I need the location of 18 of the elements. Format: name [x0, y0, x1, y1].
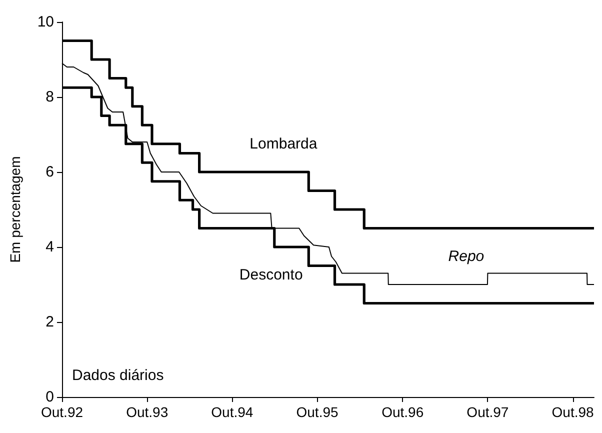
- series-label: Lombarda: [250, 135, 318, 152]
- x-tick-label: Out.92: [40, 404, 84, 420]
- x-tick-label: Out.96: [382, 404, 424, 420]
- y-tick-label: 4: [46, 238, 54, 256]
- x-tick-label: Out.93: [126, 404, 168, 420]
- x-tick-label: Out.97: [466, 404, 509, 420]
- annotation: Dados diários: [72, 367, 164, 384]
- x-tick-label: Out.95: [296, 404, 338, 420]
- x-tick-label: Out.98: [552, 404, 594, 420]
- y-tick-label: 8: [46, 88, 54, 106]
- series-label: Repo: [448, 248, 484, 265]
- y-tick-label: 6: [46, 164, 54, 180]
- y-tick-label: 2: [46, 314, 54, 330]
- y-axis-title: Em percentagem: [7, 156, 23, 263]
- y-tick-label: 0: [46, 388, 54, 406]
- series-label: Desconto: [239, 266, 303, 284]
- y-tick-label: 10: [37, 14, 54, 30]
- x-tick-label: Out.94: [211, 404, 254, 420]
